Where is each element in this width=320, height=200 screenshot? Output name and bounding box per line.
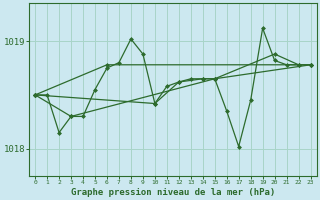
X-axis label: Graphe pression niveau de la mer (hPa): Graphe pression niveau de la mer (hPa) — [71, 188, 275, 197]
